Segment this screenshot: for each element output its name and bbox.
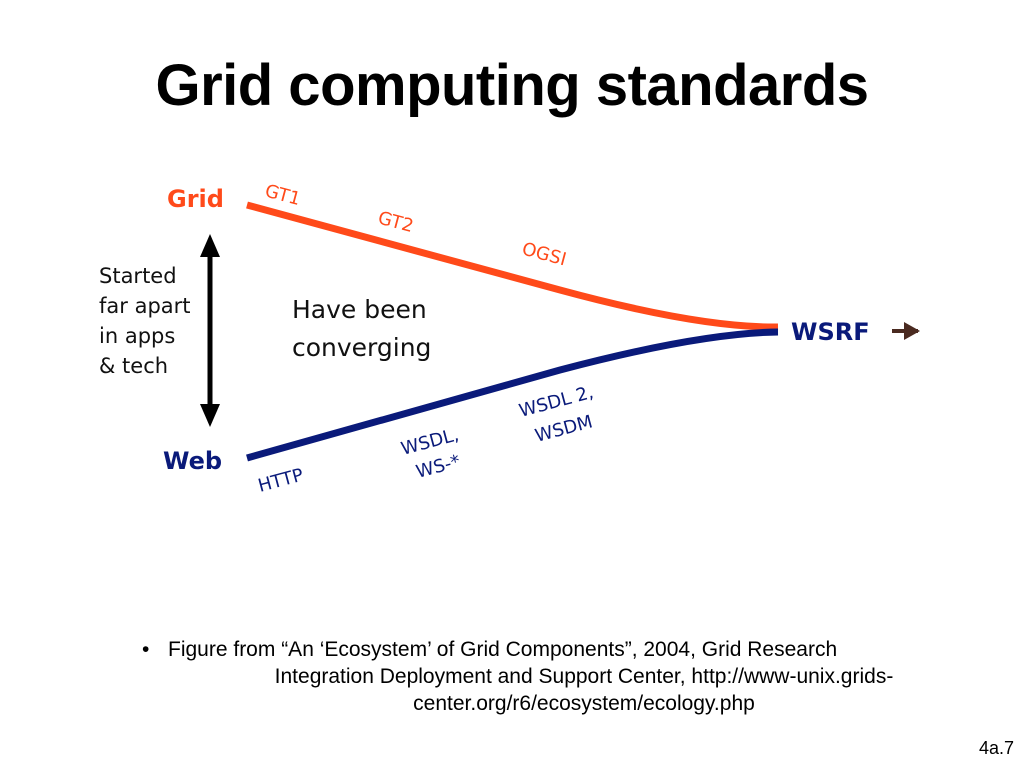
bullet-icon: •: [142, 638, 150, 661]
grid-milestone-gt1: GT1: [263, 181, 303, 211]
wsrf-label: WSRF: [791, 318, 870, 346]
page-number: 4a.7: [978, 738, 1014, 758]
web-line: [246, 328, 779, 462]
left-note: Started far apart in apps & tech: [99, 264, 197, 378]
left-note-line: far apart: [99, 294, 191, 318]
grid-milestone-ogsi: OGSI: [520, 239, 569, 271]
grid-label: Grid: [167, 185, 224, 213]
convergence-diagram: Grid Web GT1 GT2 OGSI HTTP WSDL, WS-* WS…: [99, 181, 920, 497]
left-note-line: Started: [99, 264, 177, 288]
grid-line: [246, 201, 779, 331]
slide-title: Grid computing standards: [155, 53, 869, 118]
center-note: Have been converging: [292, 295, 435, 362]
web-milestone-http: HTTP: [256, 465, 306, 497]
caption-line-1: Figure from “An ‘Ecosystem’ of Grid Comp…: [168, 638, 838, 661]
web-milestone-wsdm: WSDM: [533, 411, 595, 446]
center-note-line: converging: [292, 333, 431, 362]
left-note-line: in apps: [99, 324, 175, 348]
web-milestone-ws-star: WS-*: [414, 451, 463, 483]
center-note-line: Have been: [292, 295, 427, 324]
caption-line-3: center.org/r6/ecosystem/ecology.php: [413, 692, 755, 715]
forward-arrow-icon: [892, 322, 920, 340]
double-arrow-icon: [200, 234, 220, 427]
caption-line-2: Integration Deployment and Support Cente…: [274, 665, 894, 688]
left-note-line: & tech: [99, 354, 168, 378]
grid-milestone-gt2: GT2: [376, 208, 416, 238]
figure-caption: • Figure from “An ‘Ecosystem’ of Grid Co…: [140, 636, 1000, 717]
web-label: Web: [163, 447, 222, 475]
